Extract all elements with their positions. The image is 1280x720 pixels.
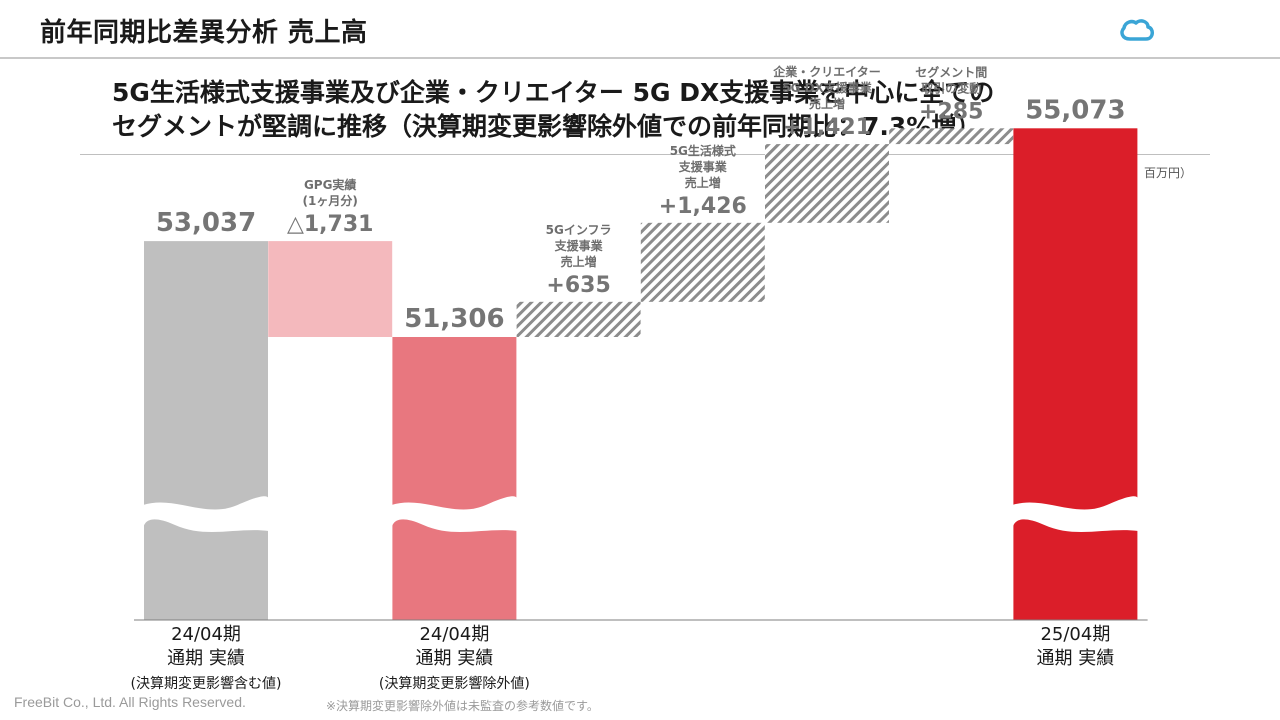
bar-6	[765, 144, 889, 223]
value-label-5: +1,426	[659, 194, 747, 219]
category-label-1-1: 24/04期	[171, 624, 241, 645]
annotation-5-2: 支援事業	[678, 159, 728, 174]
annotation-4-3: 売上増	[561, 254, 597, 269]
category-label-3-2: 通期 実績	[416, 648, 494, 669]
bar-3	[392, 337, 517, 620]
axis-break-1	[143, 496, 269, 533]
annotation-5-3: 売上増	[685, 175, 721, 190]
value-label-6: +1,421	[783, 115, 871, 140]
annotation-7-1: セグメント間	[915, 64, 987, 79]
annotation-4-1: 5Gインフラ	[546, 223, 612, 237]
bar-1	[144, 241, 268, 620]
annotation-6-3: 売上増	[809, 96, 845, 111]
value-label-1: 53,037	[156, 208, 256, 238]
bar-8	[1013, 128, 1138, 620]
category-label-1-2: 通期 実績	[167, 648, 245, 669]
annotation-2-2: (1ヶ月分)	[303, 193, 358, 208]
value-label-2: △1,731	[287, 212, 374, 237]
cloud-icon	[1120, 19, 1154, 41]
annotation-6-1: 企業・クリエイター	[772, 64, 881, 79]
annotation-6-2: 5G DX支援事業	[782, 80, 873, 95]
freebit-logo	[1120, 19, 1154, 41]
value-label-7: +285	[919, 99, 983, 124]
annotation-2-1: GPG実績	[304, 177, 357, 192]
copyright-text: FreeBit Co., Ltd. All Rights Reserved.	[14, 694, 246, 710]
value-label-3: 51,306	[404, 304, 504, 334]
page-title: 前年同期比差異分析 売上高	[40, 18, 368, 48]
headline: 5G生活様式支援事業及び企業・クリエイター 5G DX支援事業を中心に全ての セ…	[112, 76, 1212, 144]
category-label-8-2: 通期 実績	[1037, 648, 1115, 669]
title-divider	[0, 57, 1280, 59]
bar-7	[889, 128, 1014, 145]
headline-line-2: セグメントが堅調に推移（決算期変更影響除外値での前年同期比：7.3%増）	[112, 112, 982, 141]
annotation-7-2: 取引の変動	[921, 80, 981, 95]
bar-2	[268, 241, 393, 337]
footnote: ※決算期変更影響除外値は未監査の参考数値です。	[326, 699, 599, 713]
category-label-3-1: 24/04期	[419, 624, 489, 645]
axis-break-3	[391, 496, 518, 533]
value-label-8: 55,073	[1025, 95, 1125, 125]
category-label-1-3: (決算期変更影響含む値)	[131, 675, 282, 690]
bar-4	[516, 301, 641, 337]
bar-5	[640, 222, 765, 302]
category-label-3-3: (決算期変更影響除外値)	[379, 675, 530, 690]
headline-divider	[80, 154, 1210, 155]
annotation-5-1: 5G生活様式	[670, 143, 736, 158]
category-label-8-1: 25/04期	[1040, 624, 1110, 645]
value-label-4: +635	[546, 273, 610, 298]
axis-break-8	[1012, 496, 1139, 533]
headline-line-1: 5G生活様式支援事業及び企業・クリエイター 5G DX支援事業を中心に全ての	[112, 78, 995, 107]
annotation-4-2: 支援事業	[554, 238, 604, 253]
